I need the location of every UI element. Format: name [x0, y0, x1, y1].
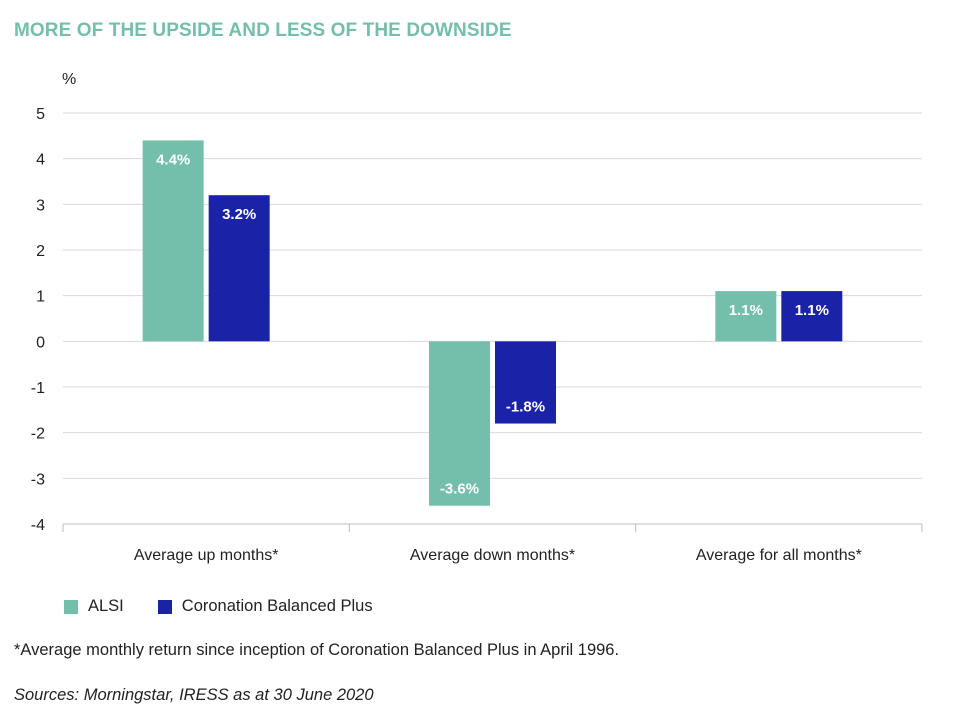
- y-tick-label: 3: [36, 197, 45, 214]
- y-tick-labels: 5 4 3 2 1 0 -1 -2 -3 -4: [31, 106, 45, 534]
- y-tick-label: 4: [36, 152, 45, 169]
- legend: ALSI Coronation Balanced Plus: [64, 597, 407, 616]
- legend-label-coronation: Coronation Balanced Plus: [181, 597, 373, 615]
- data-label: 4.4%: [156, 151, 190, 168]
- legend-swatch-alsi: [64, 599, 78, 614]
- chart-title: MORE OF THE UPSIDE AND LESS OF THE DOWNS…: [14, 20, 512, 41]
- category-label: Average up months*: [134, 547, 279, 564]
- bar-coronation: [208, 195, 270, 342]
- bar-alsi: [142, 140, 204, 342]
- y-tick-label: -2: [31, 426, 45, 443]
- bar-alsi: [715, 291, 777, 342]
- gridlines: [63, 112, 922, 479]
- category-label: Average for all months*: [696, 547, 862, 564]
- data-label: -1.8%: [506, 399, 545, 416]
- data-label: 1.1%: [795, 302, 829, 319]
- y-tick-label: 5: [36, 106, 45, 123]
- data-labels: 4.4% 3.2% -3.6% -1.8% 1.1% 1.1%: [156, 151, 829, 497]
- bar-coronation: [495, 341, 556, 424]
- legend-swatch-coronation: [157, 599, 172, 614]
- x-axis: [62, 523, 923, 532]
- legend-item-coronation: Coronation Balanced Plus: [157, 597, 373, 616]
- y-tick-label: -1: [31, 380, 45, 397]
- data-label: -3.6%: [440, 481, 479, 498]
- y-tick-label: 1: [36, 289, 45, 306]
- source-note: Sources: Morningstar, IRESS as at 30 Jun…: [14, 686, 374, 704]
- legend-label-alsi: ALSI: [88, 597, 124, 615]
- bar-coronation: [781, 291, 843, 342]
- category-labels: Average up months* Average down months* Av…: [134, 547, 862, 564]
- y-tick-label: -3: [31, 471, 45, 488]
- bar-chart: % 5 4 3 2 1 0 -1 -2 -3 -4 4.4% 3.2% -3.6% -1.8% 1.1% 1…: [31, 71, 923, 564]
- y-tick-label: -4: [31, 517, 45, 534]
- bar-alsi: [429, 341, 490, 506]
- y-tick-label: 2: [36, 243, 45, 260]
- y-tick-label: 0: [36, 334, 45, 351]
- category-label: Average down months*: [410, 547, 575, 564]
- legend-item-alsi: ALSI: [64, 597, 124, 616]
- y-axis-label: %: [62, 71, 76, 88]
- data-label: 1.1%: [729, 302, 763, 319]
- data-label: 3.2%: [222, 206, 256, 223]
- footnote: *Average monthly return since inception …: [14, 641, 620, 659]
- bars: [142, 140, 843, 506]
